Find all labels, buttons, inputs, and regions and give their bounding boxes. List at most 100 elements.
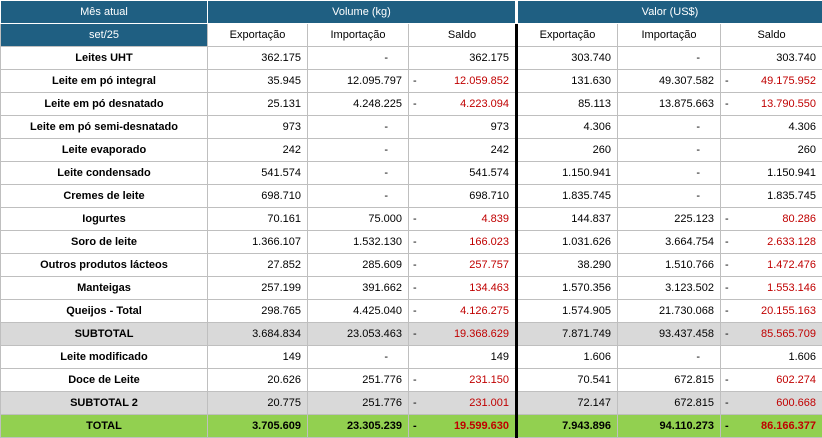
cell: -231.001 <box>409 392 517 415</box>
cell: 391.662 <box>308 277 409 300</box>
cell: - <box>308 47 409 70</box>
cell: 1.835.745 <box>721 185 822 208</box>
value: 49.175.952 <box>761 75 816 87</box>
column-header: Exportação <box>517 24 618 47</box>
cell: 4.306 <box>517 116 618 139</box>
row-label: Leites UHT <box>1 47 208 70</box>
cell: 21.730.068 <box>618 300 721 323</box>
value: 4.839 <box>481 213 509 225</box>
cell: 251.776 <box>308 369 409 392</box>
column-header: Exportação <box>208 24 308 47</box>
cell: 13.875.663 <box>618 93 721 116</box>
cell: -2.633.128 <box>721 231 822 254</box>
cell: -231.150 <box>409 369 517 392</box>
cell: 672.815 <box>618 369 721 392</box>
sign: - <box>725 282 729 294</box>
cell: 698.710 <box>409 185 517 208</box>
column-header: Saldo <box>721 24 822 47</box>
cell: 1.532.130 <box>308 231 409 254</box>
sign: - <box>725 259 729 271</box>
cell: -4.839 <box>409 208 517 231</box>
cell: -86.166.377 <box>721 415 822 438</box>
sign: - <box>725 305 729 317</box>
row-label: Cremes de leite <box>1 185 208 208</box>
cell: 75.000 <box>308 208 409 231</box>
cell: - <box>308 162 409 185</box>
cell: - <box>618 185 721 208</box>
sign: - <box>413 75 417 87</box>
cell: - <box>308 139 409 162</box>
value: 166.023 <box>469 236 509 248</box>
value: 4.126.275 <box>460 305 509 317</box>
cell: -166.023 <box>409 231 517 254</box>
cell: 362.175 <box>208 47 308 70</box>
cell: 698.710 <box>208 185 308 208</box>
cell: 3.705.609 <box>208 415 308 438</box>
row-label: TOTAL <box>1 415 208 438</box>
value: 4.223.094 <box>460 98 509 110</box>
cell: - 1.472.476 <box>721 254 822 277</box>
cell: - <box>618 162 721 185</box>
cell: 49.307.582 <box>618 70 721 93</box>
cell: - 600.668 <box>721 392 822 415</box>
value: 600.668 <box>776 397 816 409</box>
cell: 260 <box>517 139 618 162</box>
sign: - <box>725 420 729 432</box>
cell: - <box>308 185 409 208</box>
cell: 3.664.754 <box>618 231 721 254</box>
cell: 973 <box>409 116 517 139</box>
cell: 541.574 <box>409 162 517 185</box>
cell: 131.630 <box>517 70 618 93</box>
sign: - <box>725 397 729 409</box>
sign: - <box>725 236 729 248</box>
row-label: Leite em pó desnatado <box>1 93 208 116</box>
cell: 3.684.834 <box>208 323 308 346</box>
cell: 672.815 <box>618 392 721 415</box>
row-label: Leite condensado <box>1 162 208 185</box>
value: 19.599.630 <box>454 420 509 432</box>
row-label: Manteigas <box>1 277 208 300</box>
cell: -134.463 <box>409 277 517 300</box>
row-label: Leite evaporado <box>1 139 208 162</box>
value: 602.274 <box>776 374 816 386</box>
cell: 23.053.463 <box>308 323 409 346</box>
cell: 12.095.797 <box>308 70 409 93</box>
cell: 23.305.239 <box>308 415 409 438</box>
sign: - <box>413 98 417 110</box>
cell: - 4.223.094 <box>409 93 517 116</box>
cell: 38.290 <box>517 254 618 277</box>
cell: 27.852 <box>208 254 308 277</box>
cell: 3.123.502 <box>618 277 721 300</box>
cell: - <box>618 139 721 162</box>
cell: -257.757 <box>409 254 517 277</box>
cell: - <box>308 116 409 139</box>
cell: 1.150.941 <box>721 162 822 185</box>
cell: 1.606 <box>517 346 618 369</box>
cell: 285.609 <box>308 254 409 277</box>
value: 12.059.852 <box>454 75 509 87</box>
value: 1.472.476 <box>767 259 816 271</box>
cell: 225.123 <box>618 208 721 231</box>
cell: -13.790.550 <box>721 93 822 116</box>
cell: 1.835.745 <box>517 185 618 208</box>
row-label: Outros produtos lácteos <box>1 254 208 277</box>
cell: - <box>618 47 721 70</box>
row-label: SUBTOTAL <box>1 323 208 346</box>
column-header: Importação <box>618 24 721 47</box>
cell: 149 <box>409 346 517 369</box>
sign: - <box>413 282 417 294</box>
